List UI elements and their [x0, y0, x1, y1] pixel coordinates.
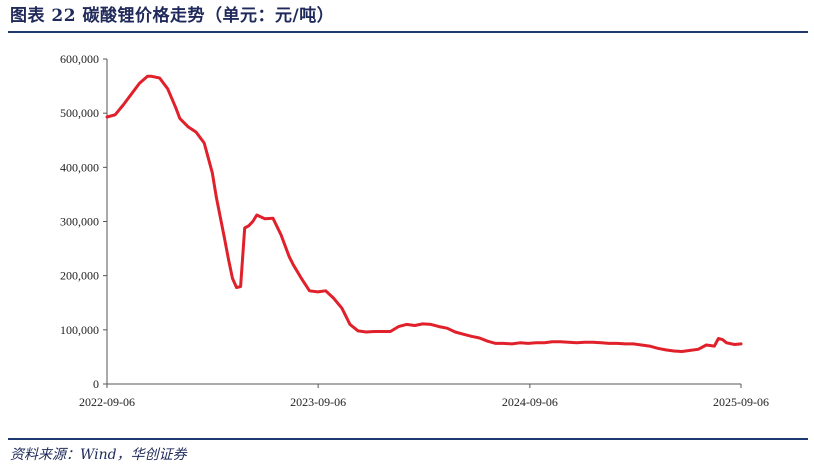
x-axis-ticks: 2022-09-06 2023-09-06 2024-09-06 2025-09-06: [79, 384, 769, 409]
x-tick-label: 2025-09-06: [713, 395, 769, 409]
y-tick-label: 600,000: [60, 52, 99, 66]
y-axis-ticks: 0 100,000 200,000 300,000 400,000 500,000 600,…: [60, 52, 107, 391]
x-tick-label: 2024-09-06: [502, 395, 558, 409]
y-tick-label: 400,000: [60, 160, 99, 174]
series-group: [105, 74, 743, 353]
top-rule: [8, 31, 808, 33]
figure-title: 图表 22 碳酸锂价格走势（单元：元/吨）: [10, 6, 335, 26]
bottom-rule: [8, 438, 808, 440]
y-tick-label: 200,000: [60, 269, 99, 283]
y-tick-label: 100,000: [60, 323, 99, 337]
y-tick-label: 300,000: [60, 215, 99, 229]
x-tick-label: 2023-09-06: [290, 395, 346, 409]
axes: [106, 59, 741, 385]
price-series-line: [105, 74, 743, 353]
y-tick-label: 500,000: [60, 106, 99, 120]
y-tick-label: 0: [93, 377, 99, 391]
chart-title-row: 图表 22 碳酸锂价格走势（单元：元/吨）: [10, 4, 808, 28]
source-note: 资料来源：Wind，华创证券: [10, 447, 187, 463]
x-tick-label: 2022-09-06: [79, 395, 135, 409]
